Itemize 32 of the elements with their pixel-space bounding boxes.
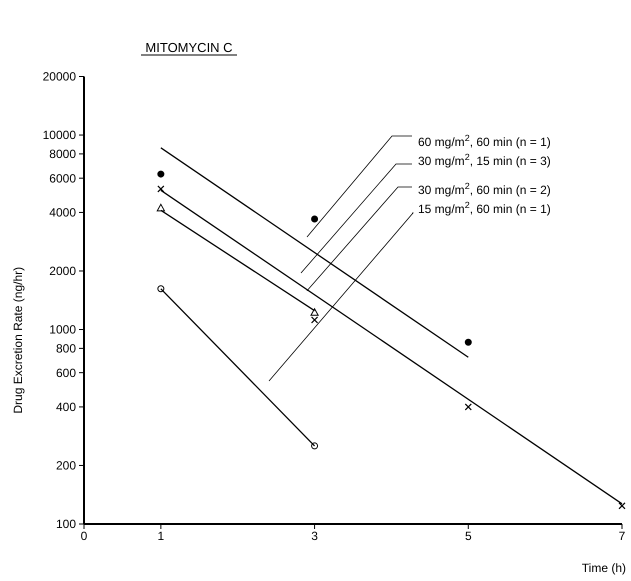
point xyxy=(310,308,319,316)
point xyxy=(311,216,318,223)
annotation: 30 mg/m$^{2}$, 60 min (n = 2) xyxy=(418,181,551,197)
y-tick-label: 20000 xyxy=(42,70,76,84)
x-tick-label: 1 xyxy=(158,529,165,543)
x-axis-title: Time (h) xyxy=(582,561,626,575)
point xyxy=(157,185,164,193)
point xyxy=(156,204,165,212)
y-tick-label: 400 xyxy=(56,400,76,414)
point xyxy=(464,403,472,411)
y-tick-label: 100 xyxy=(56,517,76,532)
y-tick-label: 4000 xyxy=(49,206,76,220)
chart-title: MITOMYCIN C xyxy=(145,40,233,55)
y-tick-label: 6000 xyxy=(49,171,76,186)
point xyxy=(464,338,472,346)
x-tick-label: 5 xyxy=(464,529,472,543)
annotation: 30 mg/m$^{2}$, 15 min (n = 3) xyxy=(418,152,551,168)
y-tick-label: 200 xyxy=(56,458,76,473)
x-tick-label: 7 xyxy=(618,529,626,543)
x-tick-label: 0 xyxy=(80,529,88,543)
point xyxy=(310,316,318,324)
x-tick-label: 3 xyxy=(311,529,318,543)
y-tick-label: 1000 xyxy=(49,322,76,337)
y-tick-label: 800 xyxy=(56,342,76,356)
annotation: 15 mg/m$^{2}$, 60 min (n = 1) xyxy=(418,200,551,216)
y-tick-label: 10000 xyxy=(42,128,76,142)
y-tick-label: 2000 xyxy=(49,264,76,278)
y-tick-label: 8000 xyxy=(49,147,76,162)
y-tick-label: 600 xyxy=(56,366,76,380)
annotation: 60 mg/m$^{2}$, 60 min (n = 1) xyxy=(418,133,551,149)
point xyxy=(157,170,164,178)
y-axis-title: Drug Excretion Rate (ng/hr) xyxy=(11,266,25,414)
